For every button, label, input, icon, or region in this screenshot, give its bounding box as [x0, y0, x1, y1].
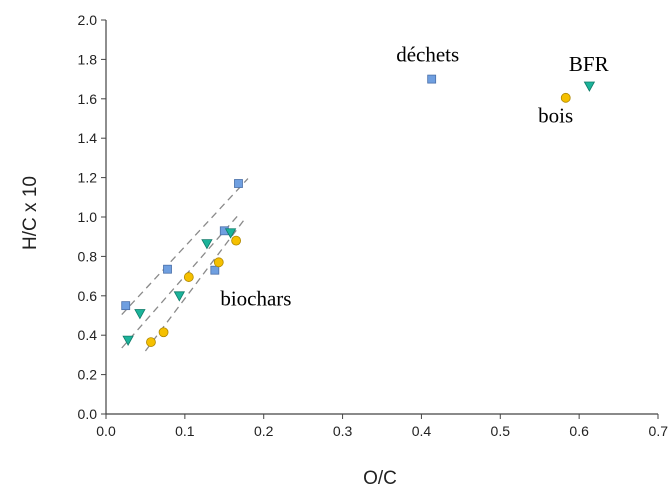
y-tick-label: 1.0	[78, 209, 98, 225]
y-tick-label: 0.8	[78, 248, 98, 264]
triangle-point	[173, 291, 186, 302]
y-axis-ticks: 0.0 0.2 0.4 0.6 0.8 1.0 1.2 1.4 1.6 1.8 2.0	[78, 12, 106, 422]
x-tick-label: 0.6	[569, 423, 589, 439]
x-tick-label: 0.4	[412, 423, 432, 439]
annotation-label: biochars	[220, 287, 291, 311]
data-points	[121, 74, 596, 347]
y-tick-label: 1.2	[78, 170, 98, 186]
x-tick-label: 0.0	[96, 423, 116, 439]
annotations: déchets BFR bois biochars	[220, 42, 608, 310]
y-tick-label: 0.2	[78, 367, 98, 383]
circle-point	[231, 235, 242, 246]
circle-point	[146, 337, 156, 347]
y-tick-label: 2.0	[78, 12, 98, 28]
triangle-point	[201, 239, 213, 250]
circle-point	[158, 327, 169, 338]
square-point	[427, 74, 437, 84]
y-axis-title: H/C x 10	[20, 176, 41, 250]
circle-point	[560, 92, 571, 103]
y-tick-label: 0.0	[78, 406, 98, 422]
annotation-label: BFR	[569, 52, 609, 76]
x-tick-label: 0.2	[254, 423, 274, 439]
x-tick-label: 0.5	[491, 423, 511, 439]
circle-point	[213, 257, 224, 268]
x-axis-title: O/C	[363, 468, 397, 489]
x-axis-ticks: 0.0 0.1 0.2 0.3 0.4 0.5 0.6 0.7	[96, 414, 668, 439]
annotation-label: déchets	[396, 42, 459, 66]
dashed-trendline	[121, 212, 241, 349]
y-tick-label: 0.4	[78, 327, 98, 343]
triangle-point	[224, 228, 237, 239]
square-point	[163, 264, 172, 274]
circle-point	[183, 272, 194, 282]
dashed-trendline	[121, 178, 249, 315]
triangle-point	[122, 335, 134, 346]
x-tick-label: 0.3	[333, 423, 353, 439]
square-point	[121, 301, 131, 311]
y-tick-label: 1.8	[78, 51, 98, 67]
annotation-label: bois	[538, 103, 573, 127]
y-tick-label: 1.6	[78, 91, 98, 107]
triangle-point	[583, 81, 596, 92]
triangle-point	[134, 309, 146, 320]
square-point	[210, 265, 220, 275]
x-tick-label: 0.1	[175, 423, 195, 439]
y-tick-label: 1.4	[78, 130, 98, 146]
square-point	[234, 179, 243, 188]
x-tick-label: 0.7	[649, 423, 669, 439]
y-tick-label: 0.6	[78, 288, 98, 304]
